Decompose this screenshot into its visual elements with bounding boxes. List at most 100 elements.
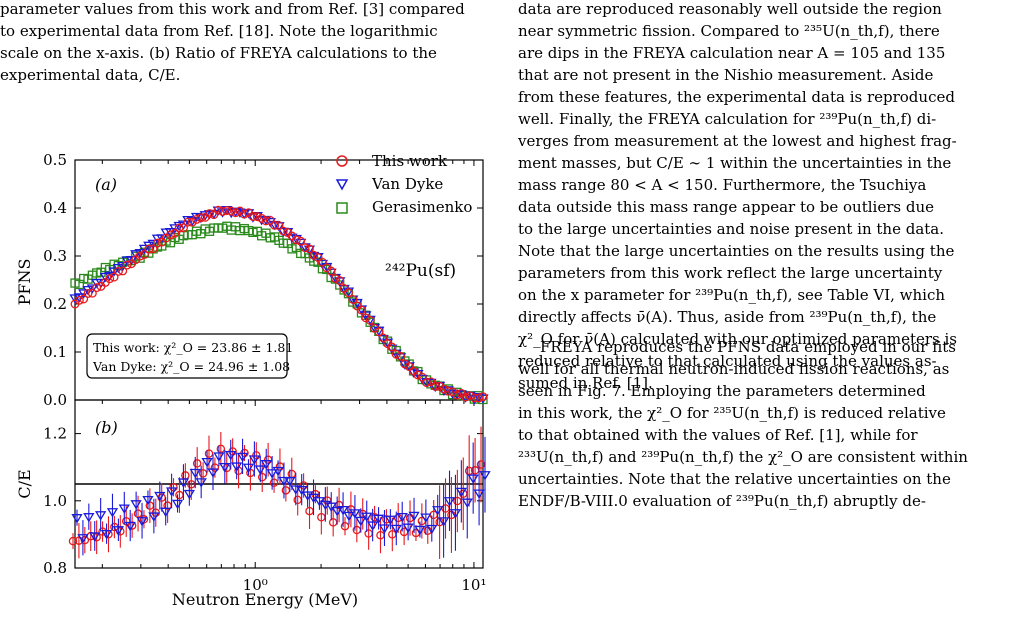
chi-van-dyke: Van Dyke: χ²_O = 24.96 ± 1.08 [92, 359, 290, 374]
this-work-point [118, 266, 128, 276]
x-tick-label: 10¹ [461, 576, 486, 594]
van-dyke-point [190, 212, 203, 223]
this-work-point [270, 220, 280, 230]
van-dyke-ratio-point [455, 487, 467, 498]
van-dyke-ratio-point [266, 469, 278, 479]
this-work-point [400, 359, 410, 369]
this-work-point [148, 244, 158, 254]
this-work-point [222, 206, 232, 216]
legend-gerasimenko: Gerasimenko [372, 198, 472, 216]
this-work-ratio-point [198, 469, 208, 478]
body-line: ENDF/B-VIII.0 evaluation of ²³⁹Pu(n_th,f… [518, 492, 926, 510]
this-work-point [317, 257, 327, 267]
this-work-point [300, 243, 310, 253]
this-work-point [469, 393, 479, 403]
body-line: FREYA reproduces the PFNS data employed … [540, 338, 956, 356]
this-work-point [361, 313, 371, 323]
legend-this-work: This work [372, 152, 448, 170]
this-work-point [87, 288, 97, 298]
van-dyke-point [78, 289, 90, 299]
this-work-point [330, 274, 340, 283]
y-tick-label: 0.2 [43, 295, 67, 313]
this-work-ratio-point [192, 459, 202, 468]
this-work-point [309, 250, 319, 260]
body-line: χ²_O for ν̄(A) calculated with our optim… [518, 330, 957, 348]
this-work-ratio-point [204, 449, 214, 458]
this-work-point [465, 391, 475, 401]
van-dyke-ratio-point [112, 526, 125, 536]
van-dyke-ratio-point [290, 485, 302, 495]
van-dyke-point [216, 208, 229, 218]
van-dyke-ratio-point [171, 499, 184, 510]
this-work-point [348, 294, 358, 304]
body-line: to that obtained with the values of Ref.… [518, 426, 918, 444]
this-work-point [396, 351, 405, 361]
van-dyke-point [407, 368, 420, 378]
this-work-point [417, 372, 427, 382]
this-work-point [122, 260, 132, 270]
this-work-point [79, 294, 89, 304]
panel-b-ticks: 0.8 1.0 1.2 10⁰ 10¹ [43, 160, 487, 594]
this-work-point [83, 289, 93, 298]
van-dyke-ratio-point [254, 465, 266, 475]
this-work-point [461, 392, 471, 402]
body-line: to the large uncertainties and noise pre… [518, 220, 945, 238]
caption-line: scale on the x-axis. (b) Ratio of FREYA … [0, 44, 437, 62]
legend-marker-this-work [336, 155, 348, 167]
pfns-figure: 0.0 0.1 0.2 0.3 0.4 0.5 0.8 1.0 1.2 10⁰ 10¹ (a) (… [15, 151, 491, 609]
van-dyke-ratio-point [372, 514, 385, 525]
van-dyke-ratio-point [473, 489, 485, 499]
van-dyke-ratio-point [449, 509, 462, 519]
body-line: verges from measurement at the lowest an… [518, 132, 957, 150]
van-dyke-ratio-point [390, 524, 402, 535]
panel-b-marks [68, 426, 491, 559]
this-work-point [474, 393, 484, 403]
van-dyke-ratio-point [337, 505, 349, 516]
this-work-point [278, 226, 288, 236]
this-work-point [109, 272, 119, 282]
van-dyke-ratio-point [443, 497, 456, 507]
van-dyke-ratio-point [248, 455, 261, 465]
this-work-point [343, 288, 353, 298]
this-work-point [452, 390, 462, 400]
van-dyke-point [186, 216, 198, 227]
this-work-point [183, 217, 193, 227]
van-dyke-ratio-point [331, 506, 343, 517]
body-line: parameters from this work reflect the la… [518, 264, 943, 282]
body-line: are dips in the FREYA calculation near A… [518, 44, 946, 62]
y-tick-label: 0.3 [43, 247, 67, 265]
van-dyke-ratio-point [420, 513, 432, 523]
this-work-point [335, 276, 345, 286]
van-dyke-ratio-point [130, 500, 142, 510]
x-tick-label: 10⁰ [243, 576, 268, 594]
van-dyke-point [138, 244, 151, 255]
this-work-point [439, 384, 449, 394]
van-dyke-point [108, 267, 120, 277]
this-work-point [105, 274, 115, 284]
van-dyke-point [147, 239, 159, 250]
van-dyke-ratio-point [479, 471, 491, 481]
van-dyke-ratio-point [195, 478, 207, 488]
van-dyke-ratio-point [355, 516, 367, 527]
caption-line: to experimental data from Ref. [18]. Not… [0, 22, 438, 40]
this-work-point [413, 370, 423, 380]
this-work-point [174, 223, 184, 233]
this-work-point [252, 212, 262, 222]
this-work-ratio-point [269, 478, 279, 487]
body-line: ment masses, but C/E ∼ 1 within the unce… [518, 154, 952, 172]
van-dyke-ratio-point [432, 506, 444, 516]
van-dyke-point [303, 245, 316, 255]
y-tick-label: 1.0 [43, 492, 67, 510]
this-work-point [326, 266, 336, 276]
this-work-point [139, 250, 149, 259]
van-dyke-ratio-point [213, 452, 225, 462]
van-dyke-ratio-point [437, 517, 450, 527]
this-work-point [226, 206, 236, 216]
this-work-ratio-point [169, 483, 178, 492]
y-tick-label: 0.4 [43, 199, 67, 217]
this-work-point [365, 315, 375, 325]
van-dyke-ratio-point [142, 495, 154, 506]
this-work-point [478, 392, 488, 402]
van-dyke-point [86, 284, 99, 294]
van-dyke-point [399, 360, 411, 370]
